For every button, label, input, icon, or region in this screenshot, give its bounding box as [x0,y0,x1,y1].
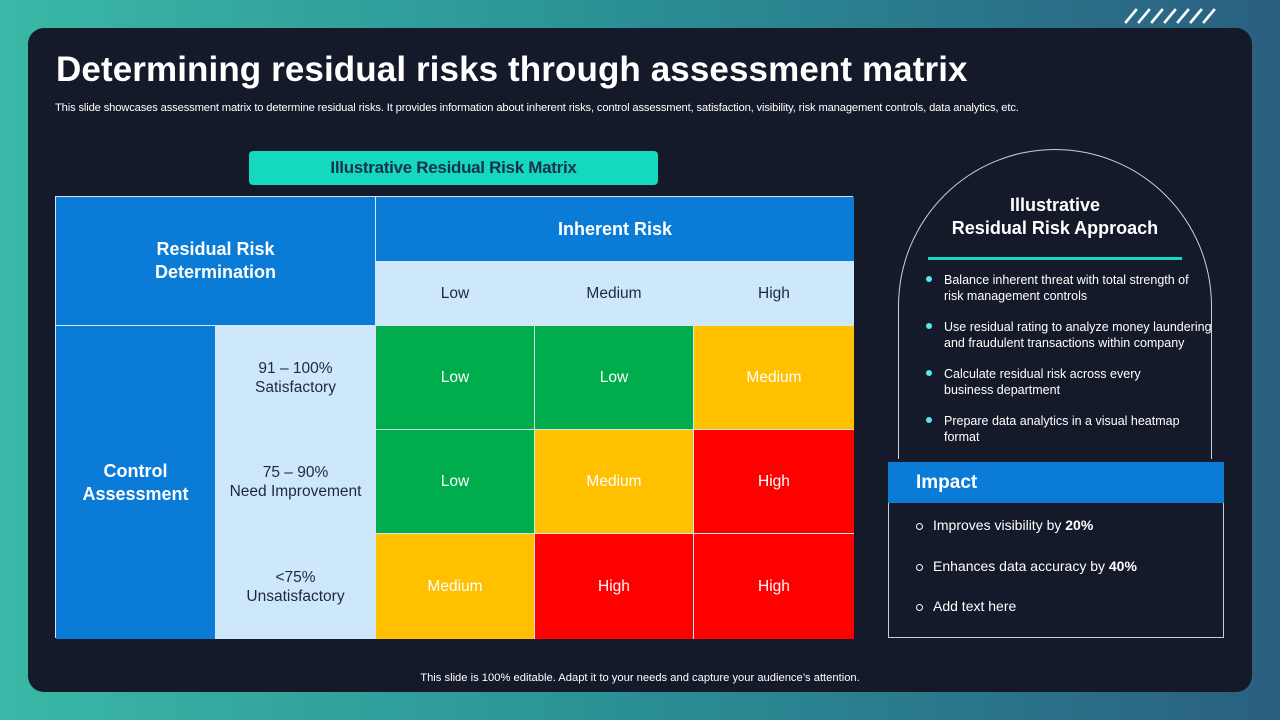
slide-title: Determining residual risks through asses… [56,50,968,89]
bullet-text: Calculate residual risk across every bus… [944,367,1141,397]
bullet-dot-icon [926,417,932,423]
risk-matrix: Residual Risk Determination Inherent Ris… [55,196,854,639]
matrix-cell: High [694,534,854,639]
matrix-cell: High [535,534,694,639]
bullet-text: Use residual rating to analyze money lau… [944,320,1212,350]
control-level-unsatisfactory: <75% Unsatisfactory [216,534,376,639]
list-item: Use residual rating to analyze money lau… [898,319,1218,351]
matrix-cell: Low [376,326,535,430]
bullet-dot-icon [926,370,932,376]
approach-divider [928,257,1182,260]
impact-text: Add text here [933,598,1017,614]
inherent-level-low: Low [376,262,535,326]
impact-value: 20% [1065,517,1094,533]
slide-footer: This slide is 100% editable. Adapt it to… [420,672,860,684]
impact-list: Improves visibility by 20% Enhances data… [916,516,1137,638]
list-item: Add text here [916,597,1137,615]
decorative-slashes-icon [1124,8,1216,24]
ring-bullet-icon [916,563,923,571]
list-item: Prepare data analytics in a visual heatm… [898,413,1218,445]
slide-subtitle: This slide showcases assessment matrix t… [55,102,1019,114]
matrix-cell: Medium [694,326,854,430]
impact-text: Improves visibility by [933,517,1062,533]
matrix-cell: High [694,430,854,534]
inherent-level-high: High [694,262,854,326]
bullet-dot-icon [926,323,932,329]
approach-arch-frame [898,149,1212,459]
bullet-text: Balance inherent threat with total stren… [944,273,1189,303]
corner-header: Residual Risk Determination [56,197,376,326]
control-level-satisfactory: 91 – 100% Satisfactory [216,326,376,430]
ring-bullet-icon [916,604,923,611]
list-item: Improves visibility by 20% [916,516,1137,534]
control-assessment-header: Control Assessment [56,326,216,639]
approach-bullet-list: Balance inherent threat with total stren… [898,272,1218,460]
matrix-cell: Low [376,430,535,534]
impact-text: Enhances data accuracy by [933,557,1105,574]
matrix-cell: Medium [376,534,535,639]
inherent-level-medium: Medium [535,262,694,326]
impact-title: Impact [888,462,1224,503]
inherent-risk-header: Inherent Risk [376,197,854,262]
list-item: Enhances data accuracy by 40% [916,557,1137,575]
slide-panel: Determining residual risks through asses… [28,28,1252,692]
impact-value: 40% [1108,557,1137,574]
matrix-cell: Low [535,326,694,430]
list-item: Balance inherent threat with total stren… [898,272,1218,304]
matrix-cell: Medium [535,430,694,534]
bullet-dot-icon [926,276,932,282]
list-item: Calculate residual risk across every bus… [898,366,1218,398]
matrix-label: Illustrative Residual Risk Matrix [249,151,658,185]
ring-bullet-icon [916,523,923,530]
approach-title: Illustrative Residual Risk Approach [951,195,1159,238]
bullet-text: Prepare data analytics in a visual heatm… [944,414,1180,444]
control-level-need-improvement: 75 – 90% Need Improvement [216,430,376,534]
